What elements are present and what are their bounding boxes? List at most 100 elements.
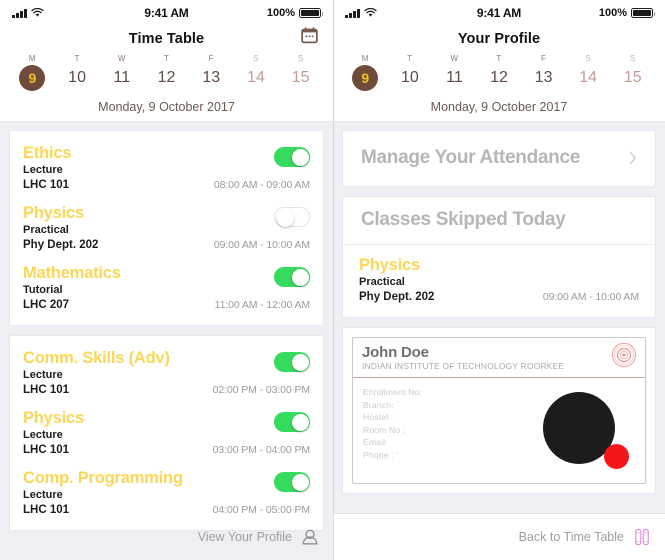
week-days-row: M 9 T 10 W 11 T 12 F 13 [343,54,655,91]
class-type: Lecture [23,164,63,176]
screen-divider [333,0,334,560]
profile-content: Manage Your Attendance Classes Skipped T… [333,122,665,494]
status-bar-left-group [12,8,102,18]
class-room: LHC 101 [23,384,70,396]
week-day-15[interactable]: S 15 [610,54,655,91]
class-title: Comm. Skills (Adv) [23,349,170,367]
attendance-toggle[interactable] [274,472,310,492]
two-bars-icon[interactable] [632,527,652,547]
week-day-number: 14 [247,69,265,86]
student-id-card: John Doe INDIAN INSTITUTE OF TECHNOLOGY … [352,337,646,484]
week-days-row: M 9 T 10 W 11 T 12 F 13 [10,54,323,91]
person-outline-icon[interactable] [300,527,320,547]
week-day-label: S [297,54,304,63]
class-row[interactable]: Physics Lecture LHC 101 03:00 PM - 04:00… [23,402,310,462]
id-field-room-no: Room No : [363,424,406,435]
week-day-number: 10 [400,69,419,86]
week-day-label: T [407,54,413,63]
profile-screen: 9:41 AM 100% Your Profile M 9 T 10 W [333,0,665,560]
week-day-number: 12 [490,69,508,86]
attendance-toggle[interactable] [274,412,310,432]
classes-skipped-list: Physics Practical Phy Dept. 202 09:00 AM… [343,245,655,317]
week-day-label: S [253,54,259,63]
back-to-timetable-label[interactable]: Back to Time Table [518,530,624,544]
id-field-hostel: Hostel : [363,412,394,423]
week-day-9[interactable]: M 9 [343,54,388,91]
class-room: Phy Dept. 202 [359,291,435,303]
week-day-label: M [28,54,36,63]
page-title: Your Profile [457,31,541,47]
week-day-14[interactable]: S 14 [566,54,611,91]
class-row[interactable]: Comp. Programming Lecture LHC 101 04:00 … [23,462,310,522]
week-day-9[interactable]: M 9 [10,54,55,91]
week-day-13[interactable]: F 13 [189,54,234,91]
morning-classes-card: Ethics Lecture LHC 101 08:00 AM - 09:00 … [9,130,324,326]
nav-divider [0,121,333,122]
battery-percent-label: 100% [598,7,627,19]
week-day-11[interactable]: W 11 [432,54,477,91]
status-bar-right-group: 100% [231,7,323,19]
class-type: Lecture [23,489,63,501]
view-profile-label[interactable]: View Your Profile [197,530,292,544]
status-bar-left-group [345,8,435,18]
toggle-knob [291,473,309,491]
week-day-number: 11 [446,69,463,86]
id-field-branch: Branch: [363,399,394,410]
signal-bars-icon [345,8,360,18]
week-day-label: F [208,54,214,63]
class-title: Physics [23,409,84,427]
week-day-13[interactable]: F 13 [521,54,566,91]
status-bar-right: 9:41 AM 100% [333,0,665,26]
week-day-10[interactable]: T 10 [388,54,433,91]
nav-bar-left: Time Table [0,26,333,52]
week-day-number: 9 [19,65,46,91]
class-row[interactable]: Comm. Skills (Adv) Lecture LHC 101 02:00… [23,342,310,402]
class-type: Practical [359,276,405,288]
class-row[interactable]: Physics Practical Phy Dept. 202 09:00 AM… [23,197,310,257]
attendance-toggle[interactable] [274,207,310,227]
attendance-toggle[interactable] [274,147,310,167]
attendance-toggle[interactable] [274,352,310,372]
week-day-15[interactable]: S 15 [278,54,323,91]
week-day-number: 12 [157,69,176,86]
class-room: LHC 101 [23,504,70,516]
footer-right: Back to Time Table [333,513,665,560]
manage-attendance-card[interactable]: Manage Your Attendance [342,130,656,187]
skipped-class-row[interactable]: Physics Practical Phy Dept. 202 09:00 AM… [359,249,639,309]
class-room: LHC 101 [23,444,70,456]
selected-date-label: Monday, 9 October 2017 [333,94,665,121]
week-day-number: 15 [623,69,642,86]
week-day-12[interactable]: T 12 [477,54,522,91]
toggle-knob [291,148,309,166]
class-title: Mathematics [23,264,121,282]
afternoon-classes-card: Comm. Skills (Adv) Lecture LHC 101 02:00… [9,335,324,531]
week-day-12[interactable]: T 12 [144,54,189,91]
toggle-knob [291,353,309,371]
calendar-icon[interactable] [300,26,319,45]
class-time: 11:00 AM - 12:00 AM [214,299,310,311]
battery-percent-label: 100% [266,7,295,19]
selected-date-label: Monday, 9 October 2017 [0,94,333,121]
toggle-knob [291,413,309,431]
student-name: John Doe [362,344,429,361]
manage-attendance-row[interactable]: Manage Your Attendance [343,131,655,186]
nav-bar-right: Your Profile [333,26,665,52]
id-card-container: John Doe INDIAN INSTITUTE OF TECHNOLOGY … [342,327,656,494]
week-day-number: 10 [68,69,86,86]
week-day-11[interactable]: W 11 [99,54,144,91]
class-title: Comp. Programming [23,469,183,487]
week-strip-left: M 9 T 10 W 11 T 12 F 13 [0,52,333,94]
classes-skipped-heading: Classes Skipped Today [343,197,655,245]
attendance-toggle[interactable] [274,267,310,287]
id-field-enrollment: Enrollment No: [363,387,422,397]
class-row[interactable]: Ethics Lecture LHC 101 08:00 AM - 09:00 … [23,137,310,197]
manage-attendance-label: Manage Your Attendance [361,147,580,168]
class-time: 09:00 AM - 10:00 AM [213,239,310,251]
week-day-10[interactable]: T 10 [55,54,100,91]
classes-skipped-card: Classes Skipped Today Physics Practical … [342,196,656,318]
week-day-14[interactable]: S 14 [234,54,279,91]
class-row[interactable]: Mathematics Tutorial LHC 207 11:00 AM - … [23,257,310,317]
week-day-number: 14 [579,69,598,86]
week-day-label: T [496,54,502,63]
